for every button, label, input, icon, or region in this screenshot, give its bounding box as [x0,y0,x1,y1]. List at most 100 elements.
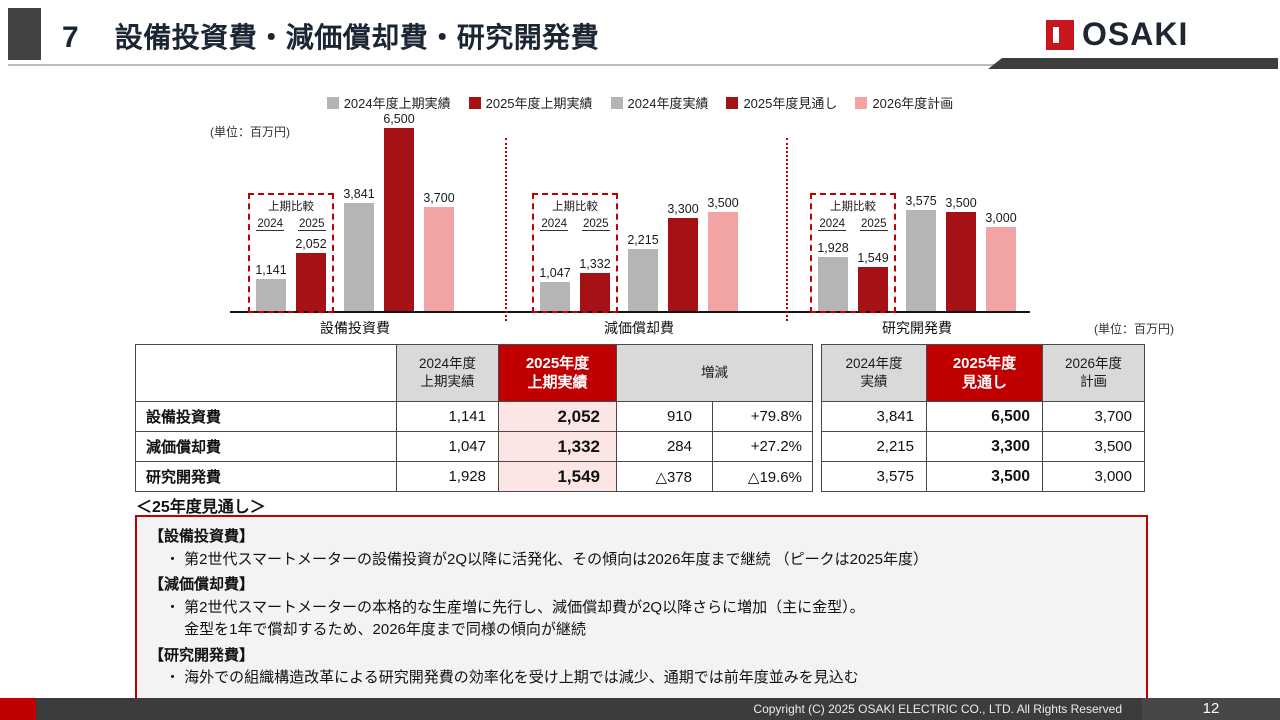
bar-value-label: 3,841 [343,187,375,201]
row-label: 設備投資費 [135,402,397,432]
bar-value-label: 1,549 [857,251,889,265]
company-logo-text: OSAKI [1082,16,1189,52]
header-line: 2025年度 [525,354,590,372]
bar-value-label: 2,052 [295,237,327,251]
h1-comparison-years: 2024 2025 [812,218,894,231]
h1-comparison-year: 2024 [818,218,846,231]
bar-4: 3,500 [945,196,977,311]
h1-comparison-years: 2024 2025 [534,218,616,231]
h1-comparison-year: 2024 [256,218,284,231]
cell-h1-2025: 2,052 [499,402,617,432]
chart-legend: 2024年度上期実績 2025年度上期実績 2024年度実績 2025年度見通し 202… [0,93,1280,112]
cell-h1-2024: 1,141 [397,402,499,432]
bar-value-label: 3,500 [945,196,977,210]
bar [708,212,738,311]
h1-comparison-title: 上期比較 [268,201,314,213]
note-line: ・ 第2世代スマートメーターの本格的な生産増に先行し、減価償却費が2Q以降さらに… [165,598,865,616]
bar-value-label: 3,000 [985,211,1017,225]
unit-label-left: (単位：百万円) [210,125,290,139]
h1-comparison-title: 上期比較 [830,201,876,213]
bar-value-label: 3,500 [707,196,739,210]
header-line: 2026年度 [1064,356,1123,372]
osaki-logo-icon [1046,19,1074,50]
chart-group-label: 設備投資費 [320,320,390,336]
bar-value-label: 3,700 [423,191,455,205]
h1-comparison-year: 2025 [298,218,326,231]
cell-h1-2025: 1,549 [499,462,617,492]
bar-value-label: 3,300 [667,202,699,216]
bar-1: 1,141 [255,263,287,311]
chart-group-label: 研究開発費 [882,320,952,336]
note-section-title: 【設備投資費】 [149,528,255,545]
legend-swatch-icon [610,96,623,109]
bar-group-2: 上期比較 2024 2025 1,047 1,332 2,215 3,300 3,500 [532,193,739,313]
cell-fy2026: 3,500 [1043,432,1145,462]
legend-swatch-icon [726,96,739,109]
bar [384,128,414,311]
table-gap [813,432,821,462]
h1-comparison-year: 2025 [582,218,610,231]
bar-4: 3,300 [667,202,699,311]
outlook-notes-box: 【設備投資費】・ 第2世代スマートメーターの設備投資が2Q以降に活発化、その傾向… [135,515,1148,700]
legend-label: 2025年度見通し [743,96,838,111]
company-logo: OSAKI [1046,16,1188,53]
header-divider [8,64,1272,66]
chart-plot: 上期比較 2024 2025 1,141 2,052 3,841 6,500 3,700 上期比… [230,112,1030,313]
col-header-2024-h1: 2024年度 上期実績 [397,344,499,402]
header-divider-dark-segment [988,58,1278,69]
cell-fy2025: 3,500 [927,462,1043,492]
col-header-fy2025: 2025年度 見通し [927,344,1043,402]
h1-comparison-year: 2025 [860,218,888,231]
cell-diff: 284 [617,432,713,462]
bar-value-label: 6,500 [383,112,415,126]
note-line: ・ 海外での組織構造改革による研究開発費の効率化を受け上期では減少、通期では前年… [165,669,859,686]
bar-2: 2,052 [295,237,327,311]
legend-label: 2024年度上期実績 [343,96,451,111]
legend-label: 2024年度実績 [627,96,709,111]
cell-h1-2024: 1,047 [397,432,499,462]
bar [256,279,286,311]
bar-5: 3,700 [423,191,455,311]
legend-item: 2026年度計画 [855,93,953,112]
chart-group-label: 減価償却費 [604,320,674,336]
bar-value-label: 1,928 [817,241,849,255]
chart-axis-labels: 設備投資費 減価償却費 研究開発費 [230,318,1030,338]
header-line: 2025年度 [952,354,1017,372]
legend-swatch-icon [855,96,868,109]
bar-3: 3,575 [905,194,937,311]
footer-page-block: 12 [1142,698,1280,720]
note-section-title: 【減価償却費】 [149,576,255,593]
legend-swatch-icon [326,96,339,109]
cell-h1-2025: 1,332 [499,432,617,462]
header-line: 上期実績 [420,374,475,389]
h1-comparison-year: 2024 [540,218,568,231]
cell-diff-pct: +27.2% [713,432,813,462]
footer-accent-red [0,698,36,720]
bar-3: 2,215 [627,233,659,311]
col-header-diff: 増減 [617,344,813,402]
bar [344,203,374,311]
legend-swatch-icon [468,96,481,109]
header-accent-square [8,8,41,60]
bar-2: 1,549 [857,251,889,311]
bar-value-label: 1,141 [255,263,287,277]
bar-value-label: 3,575 [905,194,937,208]
chart-separator-1 [505,138,507,321]
bar-group-1: 上期比較 2024 2025 1,141 2,052 3,841 6,500 3,700 [248,112,455,313]
header-line: 2024年度 [418,356,477,372]
bar [424,207,454,311]
note-line: ・ 第2世代スマートメーターの設備投資が2Q以降に活発化、その傾向は2026年度… [165,550,928,568]
cell-diff-pct: △19.6% [713,462,813,492]
bar [986,227,1016,311]
legend-item: 2024年度実績 [610,93,709,112]
header-line: 2024年度 [845,356,903,372]
bar-value-label: 1,047 [539,266,571,280]
table-gap [813,462,821,492]
bar-value-label: 2,215 [627,233,659,247]
chart-separator-2 [786,138,788,321]
h1-comparison-box: 上期比較 2024 2025 [810,193,896,313]
col-header-fy2026: 2026年度 計画 [1043,344,1145,402]
bar [818,257,848,311]
table-gap [813,402,821,432]
slide-number: 7 [62,21,79,54]
